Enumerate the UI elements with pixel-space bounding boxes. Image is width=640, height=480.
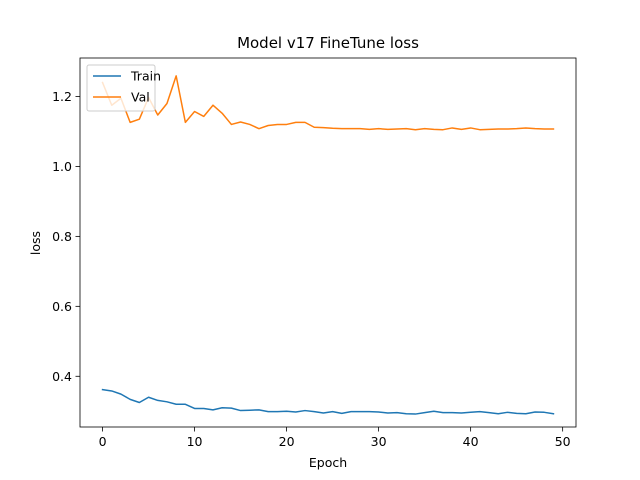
series-line-train [101,388,555,415]
chart-title: Model v17 FineTune loss [237,34,419,52]
legend: Train Val [86,64,161,112]
legend-label-val: Val [131,90,150,105]
y-tick-label: 0.8 [52,229,72,244]
y-axis-ticks: 0.4 0.6 0.8 1.0 1.2 [52,89,80,384]
plot-area [80,58,576,427]
x-tick-label: 40 [463,434,479,449]
y-tick-label: 1.2 [52,89,72,104]
plot-frame [79,57,577,428]
legend-label-train: Train [130,69,161,84]
y-tick-label: 0.6 [52,299,72,314]
y-tick-label: 1.0 [52,159,72,174]
x-tick-label: 50 [555,434,571,449]
x-tick-label: 20 [279,434,295,449]
x-tick-label: 0 [99,434,107,449]
x-tick-label: 10 [187,434,203,449]
series-line-val [101,75,555,131]
x-axis-label: Epoch [309,455,347,470]
y-axis-label: loss [28,231,43,255]
series-layer [101,75,555,415]
x-axis-ticks: 0 10 20 30 40 50 [99,427,571,449]
x-tick-label: 30 [371,434,387,449]
y-tick-label: 0.4 [52,369,72,384]
